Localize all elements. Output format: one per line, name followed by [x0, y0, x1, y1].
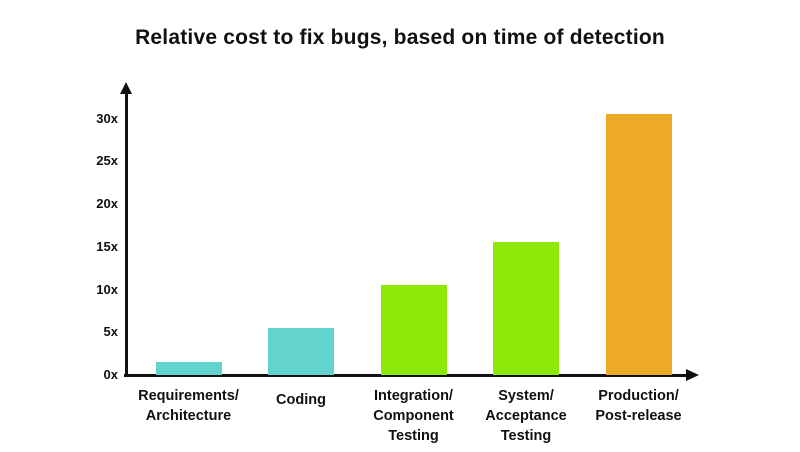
- y-axis-tick-0x: 0x: [103, 367, 118, 382]
- x-axis-arrowhead-icon: [686, 369, 699, 382]
- bar-5: [605, 114, 672, 375]
- y-axis-tick-10x: 10x: [96, 281, 118, 297]
- y-axis-tick-30x: 30x: [96, 110, 118, 126]
- bar-4: [493, 242, 559, 375]
- x-axis-label-2: Coding: [276, 392, 326, 408]
- x-axis-line: [124, 373, 690, 377]
- y-axis-arrowhead-icon: [120, 82, 132, 94]
- y-axis-tick-20x: 20x: [96, 196, 118, 211]
- chart-title: Relative cost to fix bugs, based on time…: [135, 26, 665, 49]
- x-axis-label-4: System/ Acceptance Testing: [485, 388, 567, 444]
- y-axis-tick-15x: 15x: [96, 238, 118, 254]
- bar-2: [268, 327, 334, 375]
- y-axis-tick-25x: 25x: [96, 153, 118, 169]
- y-axis-tick-5x: 5x: [103, 324, 118, 340]
- x-axis-label-3: Integration/ Component Testing: [373, 388, 454, 444]
- bar-3: [380, 285, 447, 375]
- x-axis-label-5: Production/ Post-release: [595, 388, 682, 424]
- y-axis-line: [124, 90, 128, 377]
- x-axis-label-1: Requirements/ Architecture: [138, 388, 239, 424]
- bar-1: [155, 362, 222, 375]
